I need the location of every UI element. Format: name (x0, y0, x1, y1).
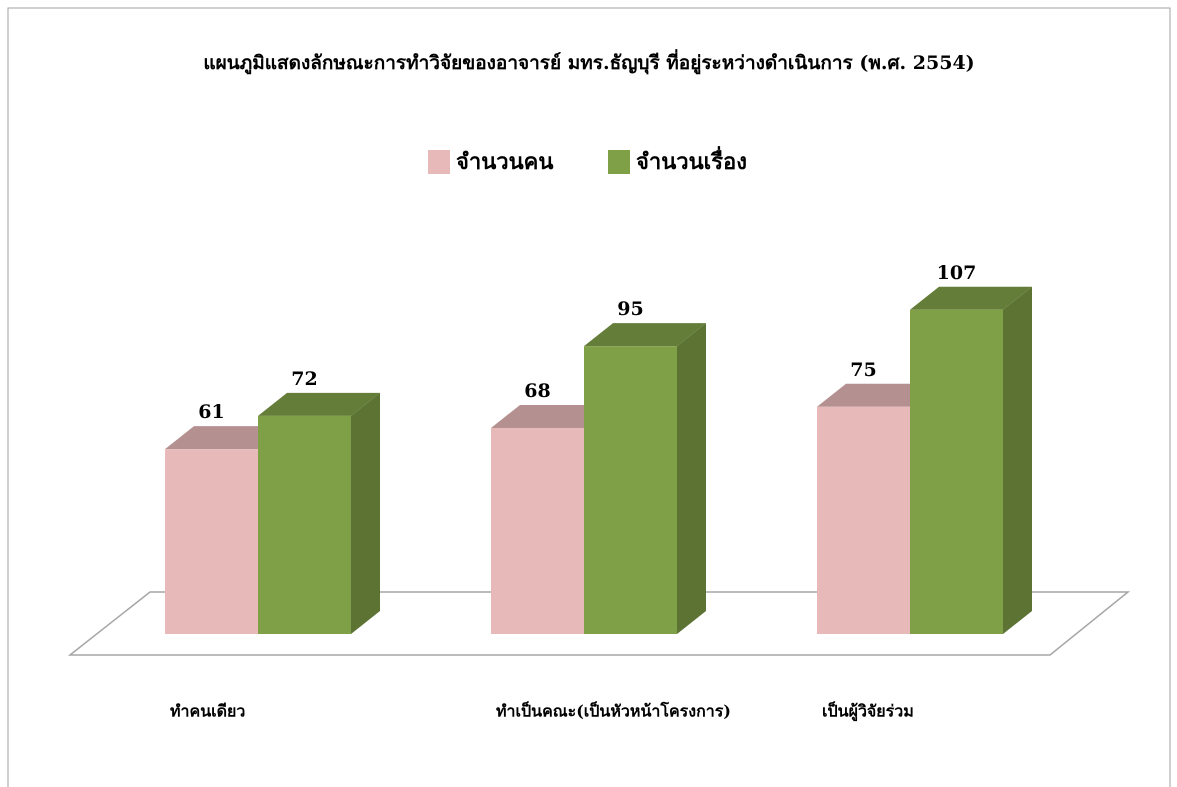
x-tick-label: ทำคนเดียว (170, 702, 245, 721)
legend-label: จำนวนคน (456, 149, 553, 175)
bar-top (910, 286, 1032, 310)
value-label: 72 (291, 368, 317, 390)
bar-side (677, 323, 706, 634)
bar (584, 346, 677, 634)
bar-top (584, 323, 706, 347)
bar-top (258, 392, 380, 416)
bar (817, 406, 910, 634)
bar (258, 415, 351, 634)
bar (910, 309, 1003, 634)
value-label: 75 (850, 359, 876, 381)
legend-swatch (428, 150, 450, 174)
bar-top (165, 426, 287, 450)
bar (165, 449, 258, 634)
bar-top (491, 404, 613, 428)
bar (491, 427, 584, 634)
x-tick-label: ทำเป็นคณะ(เป็นหัวหน้าโครงการ) (496, 700, 731, 721)
value-label: 61 (198, 401, 224, 423)
legend-label: จำนวนเรื่อง (636, 145, 747, 175)
value-label: 107 (937, 262, 977, 284)
bar-side (351, 392, 380, 634)
value-label: 95 (617, 298, 643, 320)
chart-title: แผนภูมิแสดงลักษณะการทำวิจัยของอาจารย์ มท… (203, 49, 974, 75)
x-tick-label: เป็นผู้วิจัยร่วม (822, 700, 914, 723)
bar-top (817, 383, 939, 407)
value-label: 68 (524, 380, 550, 402)
bar-side (1003, 286, 1032, 634)
legend-swatch (608, 150, 630, 174)
